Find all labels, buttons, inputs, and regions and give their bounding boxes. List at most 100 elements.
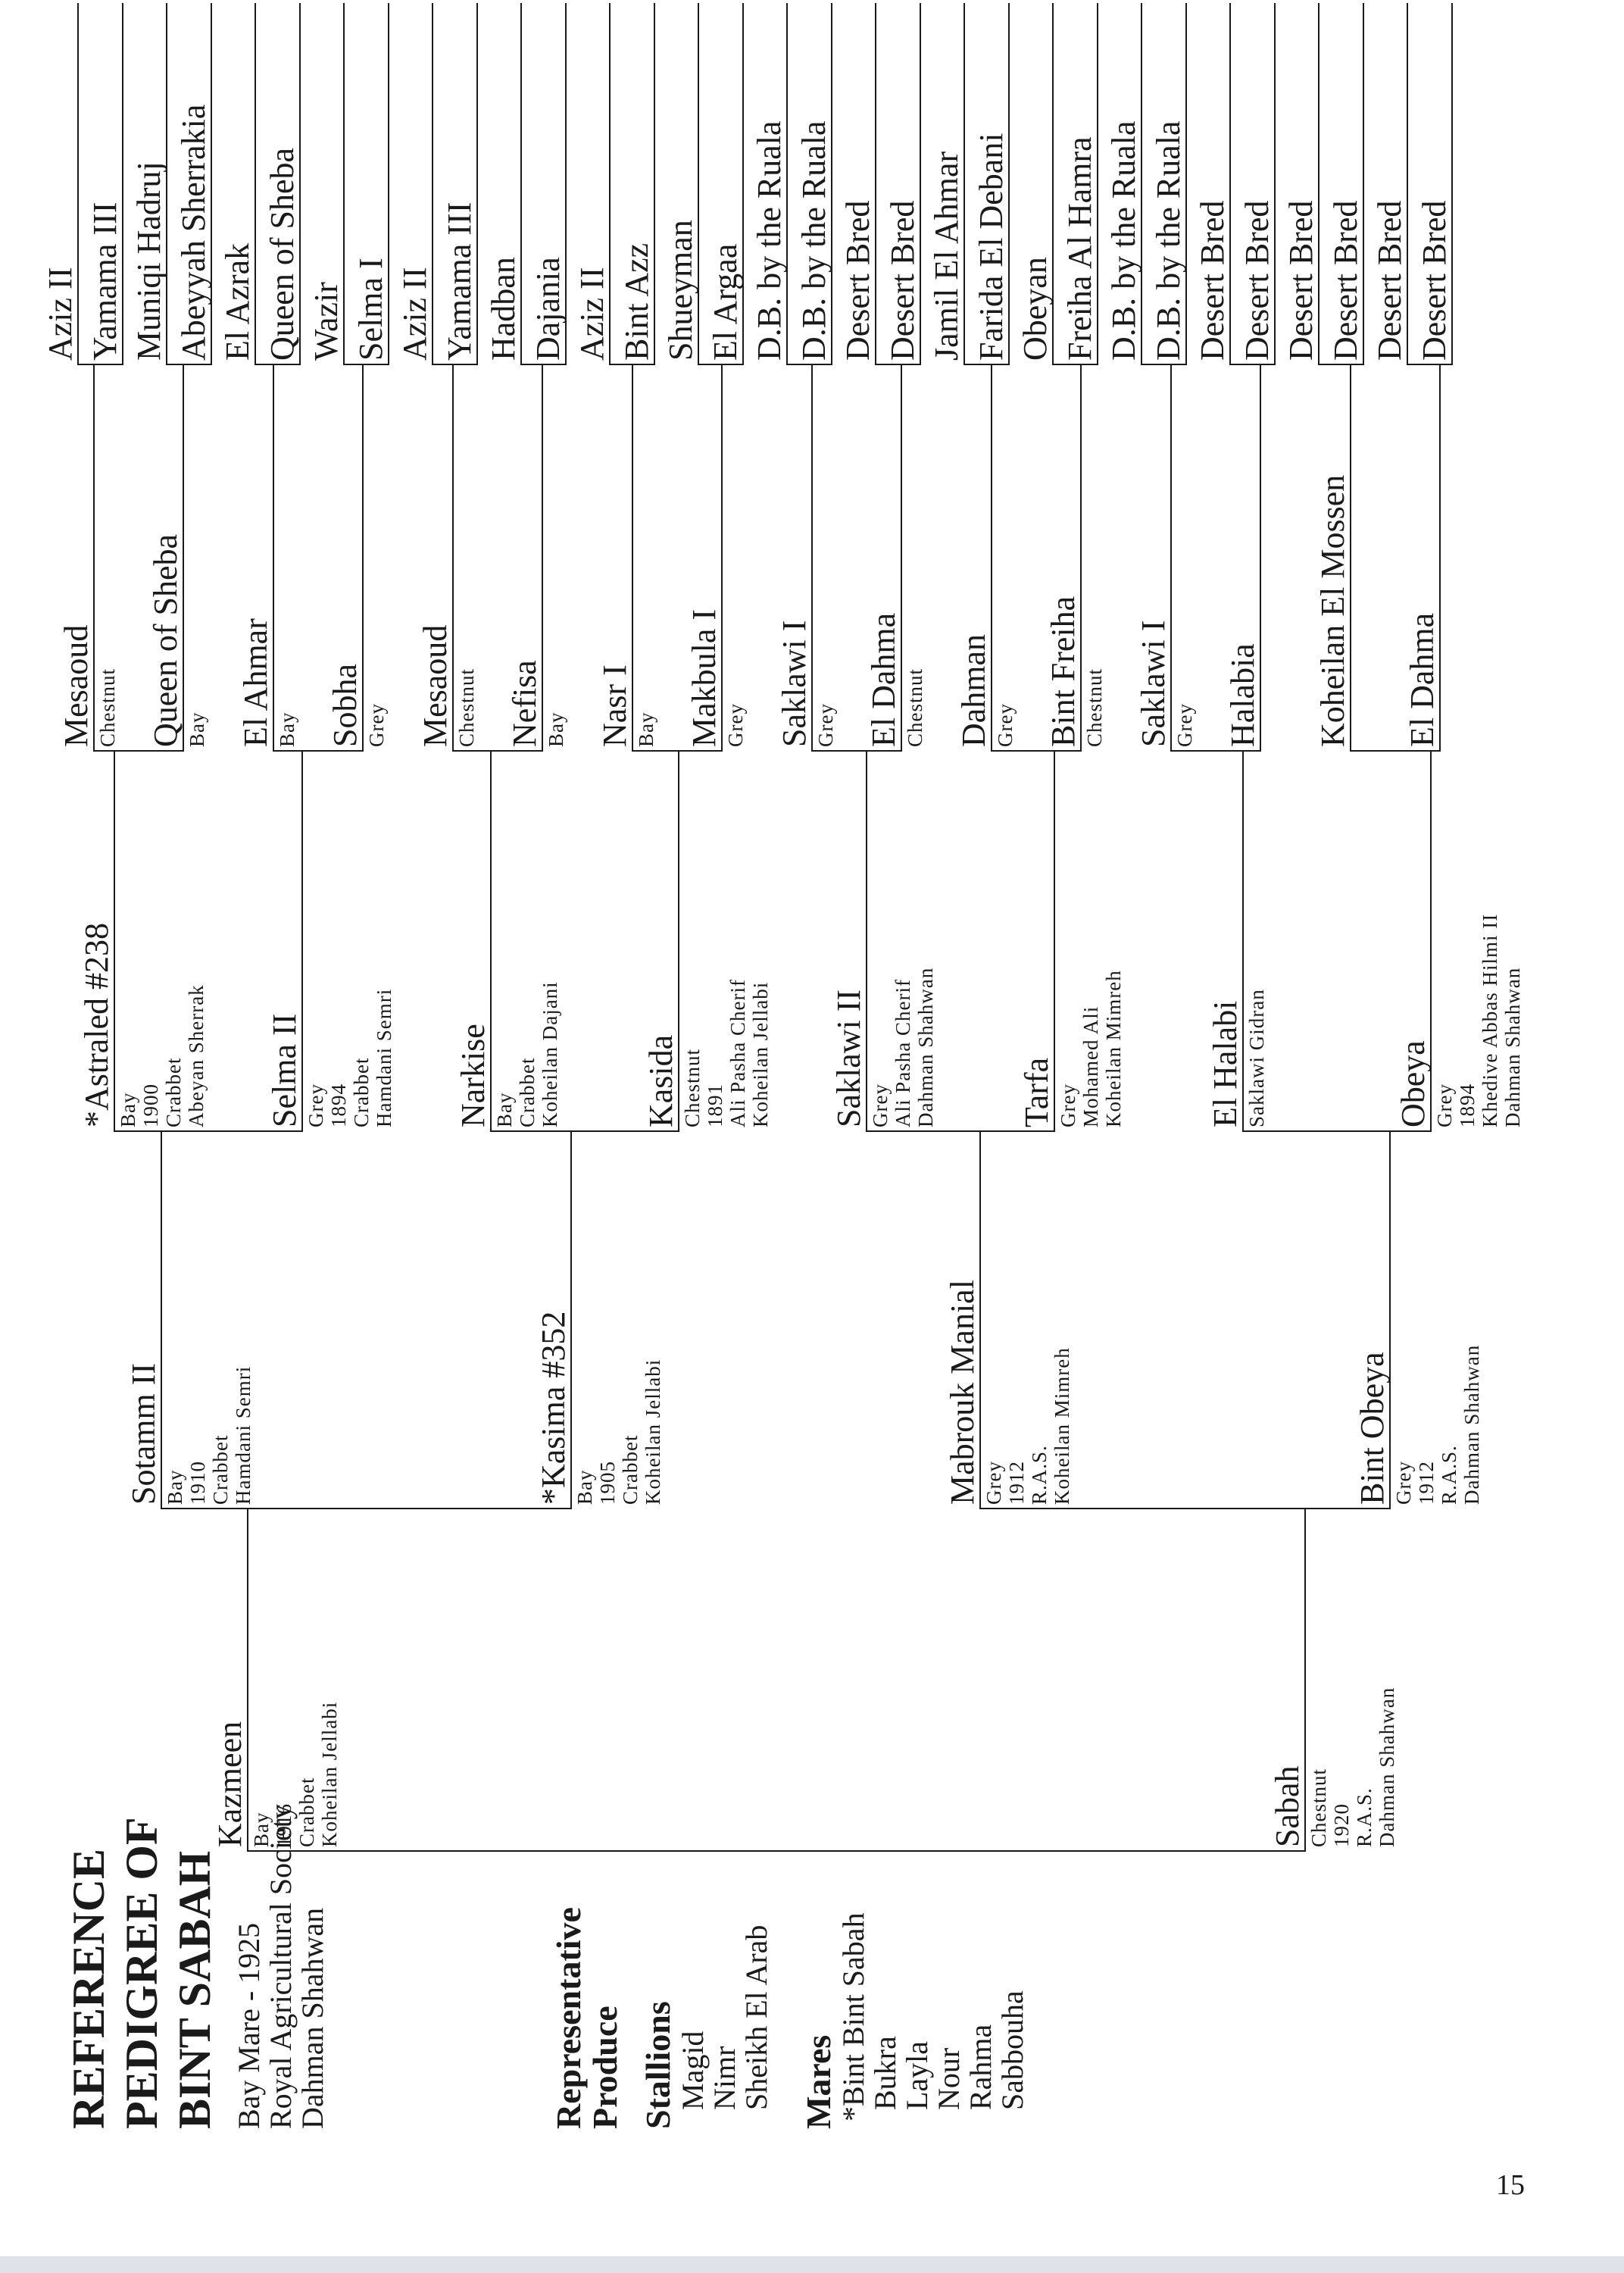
gen2-horse-name: Bint Obeya <box>1354 1352 1391 1505</box>
mares-heading: Mares <box>799 2034 838 2129</box>
pedigree-bracket-line <box>698 364 744 365</box>
pedigree-bracket-line <box>875 364 921 365</box>
gen5-horse-name: Hadban <box>485 257 522 361</box>
gen2-horse-detail: Crabbet <box>209 1434 232 1505</box>
gen3-horse-detail: Ali Pasha Cherif <box>892 979 915 1127</box>
gen3-horse-detail: Koheilan Jellabi <box>748 981 772 1127</box>
gen5-horse-name: D.B. by the Ruala <box>751 120 788 361</box>
gen1-horse-name: Kazmeen <box>211 1721 248 1847</box>
gen5-horse-name: Aziz II <box>42 267 79 361</box>
page-number: 15 <box>1496 2169 1525 2201</box>
gen4-horse-name: Koheilan El Mossen <box>1313 474 1351 747</box>
gen3-horse-detail: Grey <box>869 1083 892 1127</box>
gen5-horse-name: Desert Bred <box>1371 200 1408 361</box>
gen4-horse-name: Saklawi I <box>775 620 813 747</box>
gen3-horse-detail: Mohamed Ali <box>1079 1005 1103 1127</box>
gen2-horse-name: Sotamm II <box>125 1363 162 1505</box>
gen1-horse-detail: Dahman Shahwan <box>1376 1687 1398 1847</box>
pedigree-bracket-line <box>343 364 389 365</box>
gen4-horse-color: Chestnut <box>1083 668 1107 747</box>
gen4-horse-name: Queen of Sheba <box>147 533 185 747</box>
gen5-horse-name: Wazir <box>308 282 345 361</box>
gen5-horse-name: Freiha Al Hamra <box>1061 136 1098 361</box>
gen3-horse-detail: Dahman Shahwan <box>1501 967 1524 1127</box>
pedigree-bracket-line <box>161 1508 572 1509</box>
pedigree-bracket-line <box>963 364 1010 365</box>
gen1-horse-detail: Koheilan Jellabi <box>318 1701 341 1847</box>
produce-heading-2: Produce <box>586 2006 624 2129</box>
gen5-horse-name: Abeyyah Sherrakia <box>175 104 212 361</box>
gen4-horse-name: El Dahma <box>1404 612 1441 747</box>
gen4-horse-color: Chestnut <box>904 668 927 747</box>
gen2-horse-detail: Dahman Shahwan <box>1460 1344 1483 1505</box>
gen5-horse-name: D.B. by the Ruala <box>1105 120 1142 361</box>
gen5-horse-name: Farida El Debani <box>973 133 1010 361</box>
pedigree-bracket-line <box>1141 364 1187 365</box>
gen5-horse-name: Yamama III <box>86 202 123 361</box>
gen2-horse-detail: Grey <box>982 1461 1006 1505</box>
gen5-horse-name: Obeyan <box>1017 257 1054 361</box>
gen4-horse-color: Chestnut <box>454 668 478 747</box>
gen5-horse-name: Desert Bred <box>839 200 876 361</box>
gen3-horse-detail: Koheilan Mimreh <box>1102 970 1126 1127</box>
pedigree-bracket-line <box>631 750 723 752</box>
gen5-horse-name: El Argaa <box>707 243 744 361</box>
gen5-horse-name: Jamil El Ahmar <box>928 151 965 361</box>
gen3-horse-detail: Crabbet <box>162 1057 185 1127</box>
gen4-horse-name: Nefisa <box>506 660 544 747</box>
gen5-horse-name: Muniqi Hadruj <box>130 161 167 361</box>
pedigree-bracket-line <box>520 364 567 365</box>
gen1-horse-detail: Chestnut <box>1307 1768 1330 1847</box>
gen3-horse-detail: Grey <box>1057 1083 1080 1127</box>
gen2-horse-name: *Kasima #352 <box>534 1311 572 1505</box>
mare-item: Nour <box>932 2047 966 2110</box>
gen4-horse-name: Nasr I <box>595 664 633 747</box>
gen5-horse-name: Shueyman <box>662 220 699 361</box>
gen3-horse-detail: Bay <box>492 1092 516 1128</box>
pedigree-bracket-line <box>786 364 832 365</box>
gen3-horse-detail: 1900 <box>139 1083 162 1127</box>
gen3-horse-name: Tarfa <box>1018 1057 1056 1127</box>
gen5-horse-name: Desert Bred <box>1238 200 1276 361</box>
gen3-horse-name: *Astraled #238 <box>78 922 115 1127</box>
gen1-horse-detail: R.A.S. <box>1353 1787 1376 1847</box>
gen2-horse-detail: R.A.S. <box>1028 1445 1051 1505</box>
gen3-horse-name: Selma II <box>266 1013 304 1127</box>
title-line-3: BINT SABAH <box>170 1850 220 2129</box>
pedigree-bracket-line <box>866 1130 1056 1132</box>
pedigree-bracket-line <box>609 364 655 365</box>
gen3-horse-name: Narkise <box>454 1024 492 1127</box>
gen2-horse-detail: 1912 <box>1005 1461 1029 1505</box>
gen2-horse-detail: Bay <box>573 1469 596 1505</box>
pedigree-bracket-line <box>451 750 544 752</box>
gen5-horse-name: Aziz II <box>396 267 433 361</box>
subject-line-3: Dahman Shahwan <box>295 1907 329 2129</box>
gen2-horse-detail: 1910 <box>186 1461 209 1505</box>
subject-line-2: Royal Agricultural Society <box>264 1804 298 2129</box>
gen3-horse-detail: Crabbet <box>350 1057 373 1127</box>
gen5-horse-name: Desert Bred <box>1327 200 1364 361</box>
pedigree-bracket-line <box>114 1130 304 1132</box>
subject-line-1: Bay Mare - 1925 <box>232 1922 266 2129</box>
gen2-horse-detail: R.A.S. <box>1438 1445 1460 1505</box>
gen3-horse-detail: Abeyan Sherrak <box>185 984 208 1127</box>
gen5-horse-name: El Azrak <box>219 242 256 361</box>
gen3-horse-detail: Ali Pasha Cherif <box>726 979 749 1127</box>
pedigree-bracket-line <box>93 750 185 752</box>
gen5-horse-name: Bint Azz <box>618 242 655 361</box>
pedigree-bracket-line <box>1318 364 1364 365</box>
gen5-horse-name: D.B. by the Ruala <box>1150 120 1187 361</box>
mare-item: *Bint Bint Sabah <box>836 1912 870 2121</box>
gen1-horse-detail: 1920 <box>1330 1803 1353 1847</box>
gen4-horse-color: Grey <box>993 703 1017 747</box>
title-line-1: REFERENCE <box>64 1848 114 2129</box>
produce-heading-1: Representative <box>549 1907 588 2129</box>
pedigree-bracket-line <box>272 750 364 752</box>
gen3-horse-name: Kasida <box>642 1034 679 1127</box>
gen3-horse-detail: Khedive Abbas Hilmi II <box>1479 913 1501 1127</box>
gen4-horse-color: Grey <box>724 703 748 747</box>
gen5-horse-name: Selma I <box>352 258 389 361</box>
gen2-horse-detail: Hamdani Semri <box>232 1365 255 1505</box>
gen4-horse-color: Grey <box>814 703 837 747</box>
pedigree-bracket-line <box>1229 364 1276 365</box>
